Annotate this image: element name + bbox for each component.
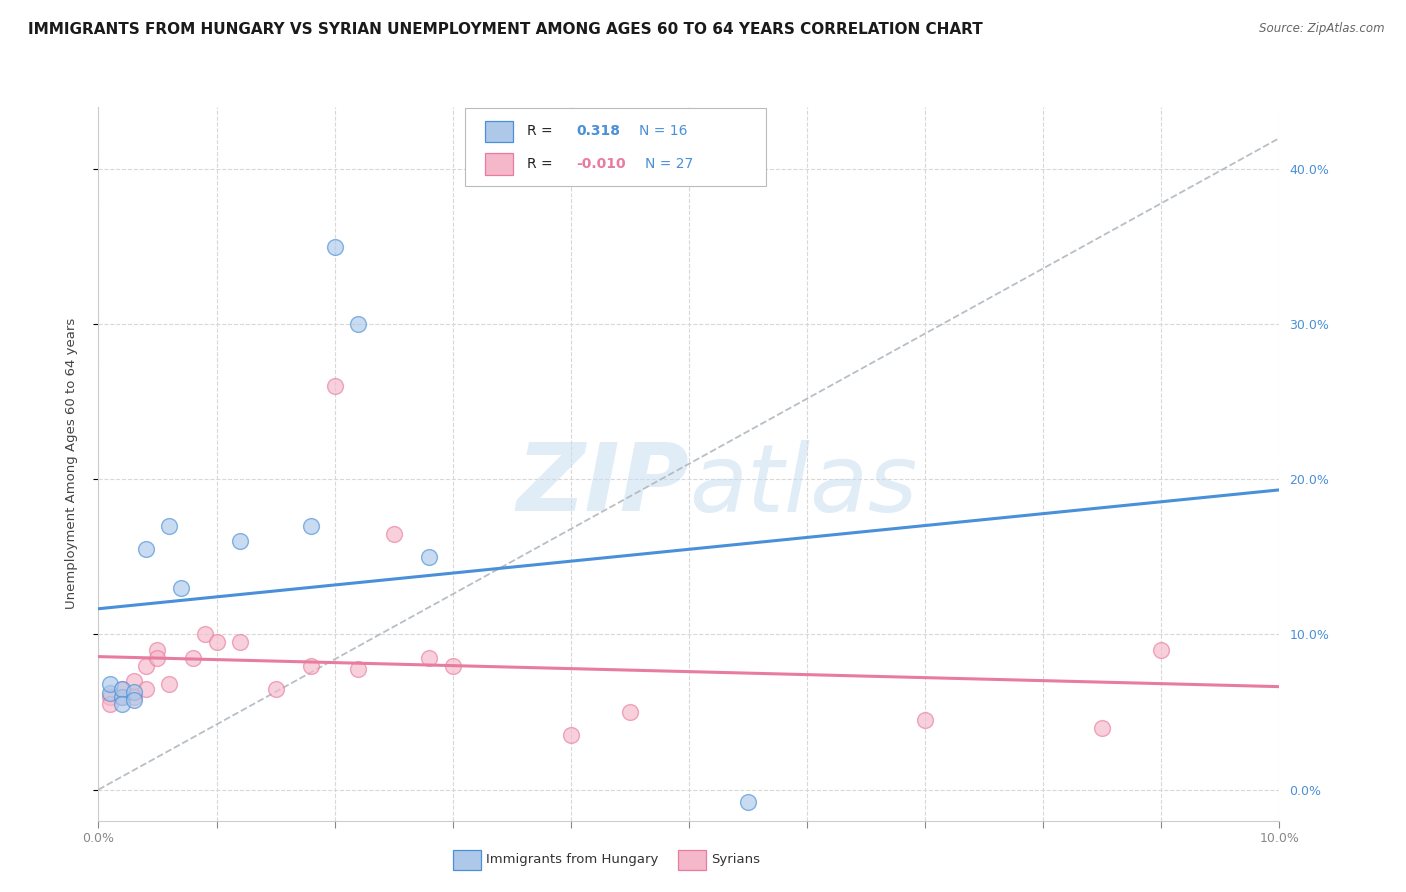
- Point: [122, 692, 145, 706]
- Point: [135, 681, 157, 696]
- Point: [441, 658, 464, 673]
- Point: [619, 705, 641, 719]
- Point: [382, 526, 405, 541]
- Point: [111, 690, 134, 704]
- Point: [98, 698, 121, 712]
- Point: [181, 650, 204, 665]
- Point: [146, 650, 169, 665]
- Y-axis label: Unemployment Among Ages 60 to 64 years: Unemployment Among Ages 60 to 64 years: [65, 318, 77, 609]
- Point: [418, 549, 440, 564]
- Text: atlas: atlas: [689, 440, 917, 531]
- FancyBboxPatch shape: [485, 120, 513, 142]
- Text: ZIP: ZIP: [516, 439, 689, 532]
- Point: [111, 698, 134, 712]
- Point: [347, 662, 370, 676]
- Point: [98, 677, 121, 691]
- Point: [418, 650, 440, 665]
- Text: IMMIGRANTS FROM HUNGARY VS SYRIAN UNEMPLOYMENT AMONG AGES 60 TO 64 YEARS CORRELA: IMMIGRANTS FROM HUNGARY VS SYRIAN UNEMPL…: [28, 22, 983, 37]
- Point: [98, 690, 121, 704]
- Point: [205, 635, 228, 649]
- Point: [98, 686, 121, 700]
- Point: [122, 685, 145, 699]
- FancyBboxPatch shape: [464, 109, 766, 186]
- Text: N = 27: N = 27: [645, 157, 693, 171]
- Point: [194, 627, 217, 641]
- Point: [135, 542, 157, 557]
- Point: [914, 713, 936, 727]
- Point: [229, 635, 252, 649]
- Point: [122, 690, 145, 704]
- Point: [170, 581, 193, 595]
- Point: [229, 534, 252, 549]
- Point: [560, 728, 582, 742]
- Text: 0.318: 0.318: [576, 124, 620, 138]
- Text: Source: ZipAtlas.com: Source: ZipAtlas.com: [1260, 22, 1385, 36]
- Text: R =: R =: [527, 157, 557, 171]
- Point: [111, 690, 134, 704]
- Point: [157, 519, 180, 533]
- Point: [347, 317, 370, 331]
- Text: N = 16: N = 16: [640, 124, 688, 138]
- Point: [737, 795, 759, 809]
- Point: [135, 658, 157, 673]
- Text: Syrians: Syrians: [711, 854, 761, 866]
- Point: [299, 519, 322, 533]
- Point: [122, 673, 145, 688]
- Point: [299, 658, 322, 673]
- Point: [146, 643, 169, 657]
- Point: [323, 379, 346, 393]
- Point: [111, 681, 134, 696]
- Point: [1150, 643, 1173, 657]
- Text: -0.010: -0.010: [576, 157, 626, 171]
- FancyBboxPatch shape: [485, 153, 513, 175]
- Text: Immigrants from Hungary: Immigrants from Hungary: [486, 854, 659, 866]
- Point: [1091, 721, 1114, 735]
- Text: R =: R =: [527, 124, 557, 138]
- Point: [323, 240, 346, 254]
- Point: [157, 677, 180, 691]
- Point: [264, 681, 287, 696]
- Point: [111, 681, 134, 696]
